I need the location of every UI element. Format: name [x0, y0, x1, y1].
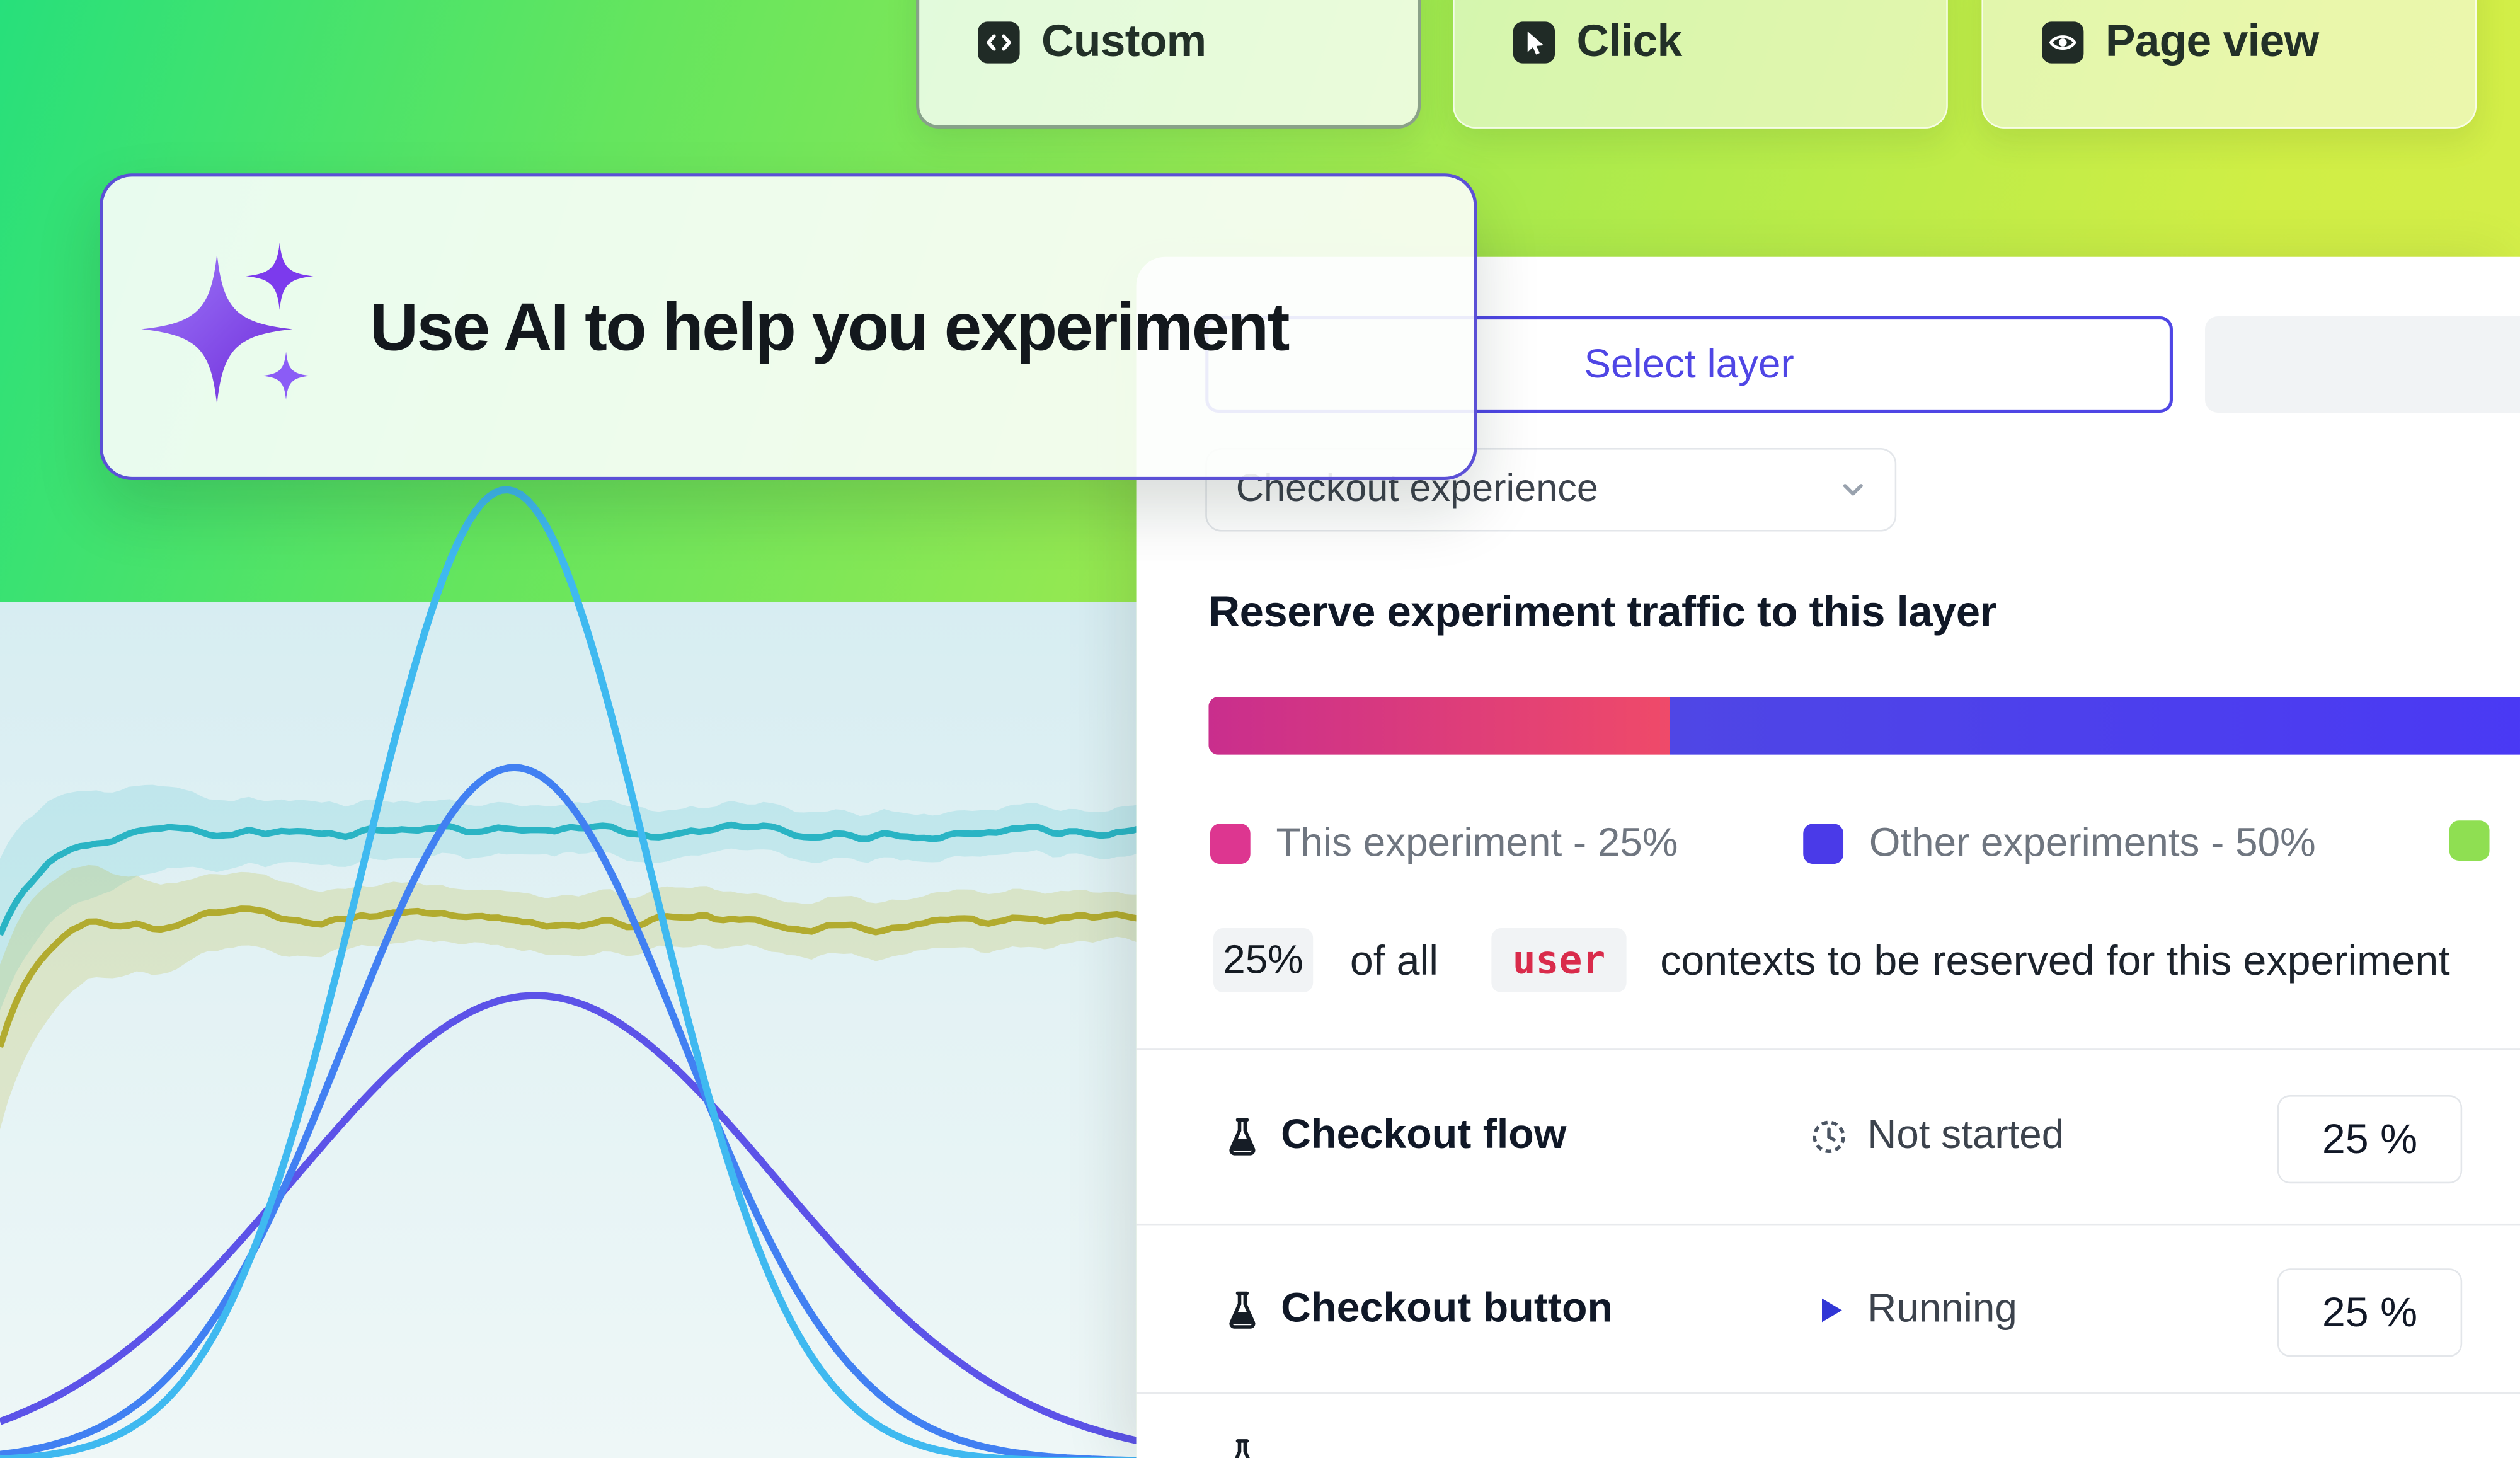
experiment-allocation[interactable]: 25 % — [2277, 1268, 2463, 1357]
flask-icon — [1229, 1291, 1256, 1329]
play-icon — [1822, 1298, 1842, 1323]
eye-icon — [2042, 21, 2084, 63]
experiment-row-checkout-button[interactable]: Checkout button Running 25 % — [1137, 1224, 2520, 1397]
clock-icon — [1813, 1120, 1845, 1153]
allocation-text: of all — [1349, 936, 1438, 985]
traffic-percent-chip[interactable]: 25% — [1213, 928, 1314, 992]
divider — [1136, 1048, 2520, 1050]
cursor-icon — [1513, 21, 1555, 63]
traffic-allocation-bar — [1208, 697, 2520, 755]
panel-secondary-button[interactable] — [2204, 316, 2520, 413]
experiment-row-partial[interactable] — [1137, 1392, 2520, 1458]
event-type-label: Custom — [1041, 16, 1206, 66]
legend-label: Other experiments - 50% — [1869, 820, 2316, 866]
experiment-row-checkout-flow[interactable]: Checkout flow Not started 25 % — [1137, 1050, 2520, 1224]
allocation-text-suffix: contexts to be reserved for this experim… — [1660, 936, 2450, 985]
ai-banner-title: Use AI to help you experiment — [369, 288, 1290, 364]
legend-swatch-pink — [1210, 824, 1251, 864]
event-type-click[interactable]: Click — [1453, 0, 1948, 129]
experiment-name: Checkout button — [1281, 1283, 1613, 1331]
chevron-down-icon — [1843, 484, 1863, 496]
legend-swatch-blue — [1803, 824, 1844, 864]
divider — [1136, 1392, 2520, 1394]
legend-available — [2449, 820, 2516, 861]
legend-swatch-green — [2449, 820, 2490, 861]
event-type-label: Page view — [2105, 16, 2319, 66]
flask-icon — [1235, 1439, 1250, 1458]
event-type-label: Click — [1576, 16, 1683, 66]
experiment-status: Running — [1867, 1286, 2017, 1331]
code-icon — [978, 21, 1020, 63]
experiment-allocation[interactable]: 25 % — [2277, 1095, 2463, 1184]
bar-segment-other-experiments — [1670, 697, 2520, 755]
ai-banner[interactable]: Use AI to help you experiment — [100, 173, 1477, 480]
results-chart-background — [0, 602, 1137, 1458]
traffic-heading: Reserve experiment traffic to this layer — [1208, 587, 1996, 636]
entity-type-chip[interactable]: user — [1491, 928, 1627, 992]
experiment-status: Not started — [1867, 1113, 2065, 1158]
event-type-custom[interactable]: Custom — [916, 0, 1421, 129]
flask-icon — [1229, 1118, 1256, 1156]
event-type-page-view[interactable]: Page view — [1981, 0, 2477, 129]
divider — [1136, 1223, 2520, 1226]
experiment-name: Checkout flow — [1281, 1109, 1567, 1158]
bar-segment-this-experiment — [1208, 697, 1670, 755]
legend-other-experiments: Other experiments - 50% — [1803, 820, 2316, 867]
legend-label: This experiment - 25% — [1276, 820, 1678, 866]
legend-this-experiment: This experiment - 25% — [1210, 820, 1678, 867]
sparkles-icon — [141, 242, 314, 405]
